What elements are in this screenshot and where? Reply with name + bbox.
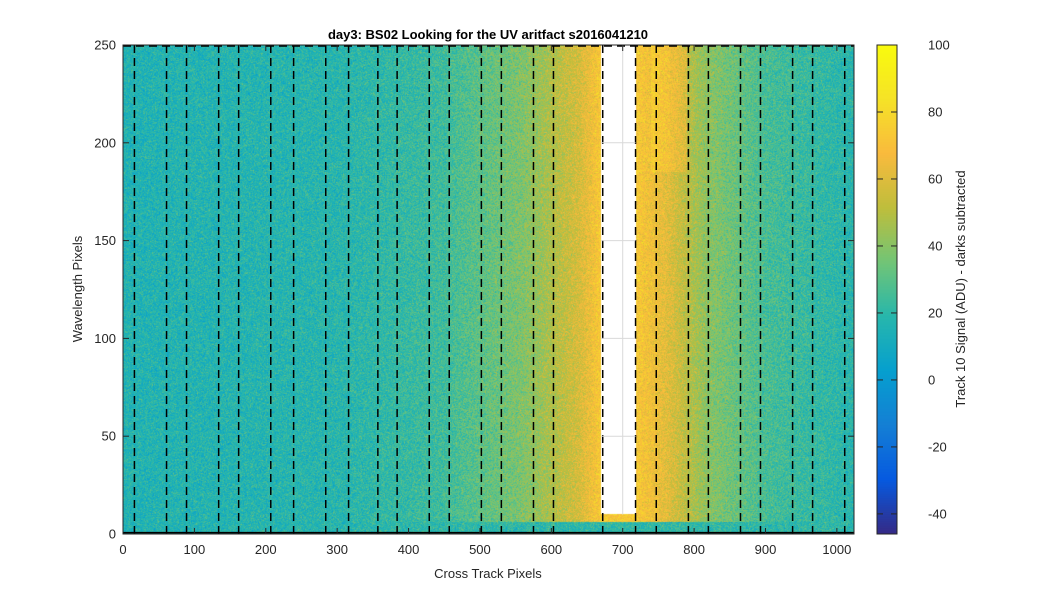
plot-frame <box>122 44 855 535</box>
colorbar-frame <box>876 44 898 535</box>
colorbar-tick-label: 80 <box>928 104 942 119</box>
y-tick-label: 50 <box>102 429 116 444</box>
y-tick-label: 0 <box>109 527 116 542</box>
x-tick-label: 800 <box>683 542 705 557</box>
colorbar-tick-labels: -40 -20 0 20 40 60 80 100 <box>928 38 950 522</box>
x-axis-label: Cross Track Pixels <box>434 566 542 581</box>
colorbar-tick-label: 0 <box>928 372 935 387</box>
x-tick-label: 0 <box>119 542 126 557</box>
x-tick-label: 300 <box>326 542 348 557</box>
x-tick-labels: 0 100 200 300 400 500 600 700 800 900 1000 <box>119 542 851 557</box>
y-tick-label: 150 <box>94 233 116 248</box>
y-tick-label: 250 <box>94 38 116 53</box>
y-tick-label: 100 <box>94 331 116 346</box>
chart-title: day3: BS02 Looking for the UV aritfact s… <box>328 27 648 42</box>
x-tick-label: 700 <box>612 542 634 557</box>
colorbar-label: Track 10 Signal (ADU) - darks subtracted <box>953 170 968 407</box>
y-tick-labels: 0 50 100 150 200 250 <box>94 38 116 542</box>
colorbar <box>877 45 897 534</box>
x-tick-label: 200 <box>255 542 277 557</box>
colorbar-tick-label: -20 <box>928 439 947 454</box>
y-tick-label: 200 <box>94 135 116 150</box>
x-tick-label: 1000 <box>822 542 851 557</box>
x-tick-label: 500 <box>469 542 491 557</box>
x-tick-label: 100 <box>184 542 206 557</box>
colorbar-tick-label: 20 <box>928 305 942 320</box>
heatmap-image <box>123 45 854 534</box>
axes <box>122 44 898 535</box>
colorbar-tick-label: -40 <box>928 506 947 521</box>
colorbar-tick-label: 100 <box>928 38 950 53</box>
colorbar-tick-label: 40 <box>928 238 942 253</box>
x-tick-label: 400 <box>398 542 420 557</box>
x-tick-label: 600 <box>540 542 562 557</box>
colorbar-tick-label: 60 <box>928 171 942 186</box>
column-markers <box>123 45 854 534</box>
x-tick-label: 900 <box>755 542 777 557</box>
y-axis-label: Wavelength Pixels <box>70 235 85 342</box>
